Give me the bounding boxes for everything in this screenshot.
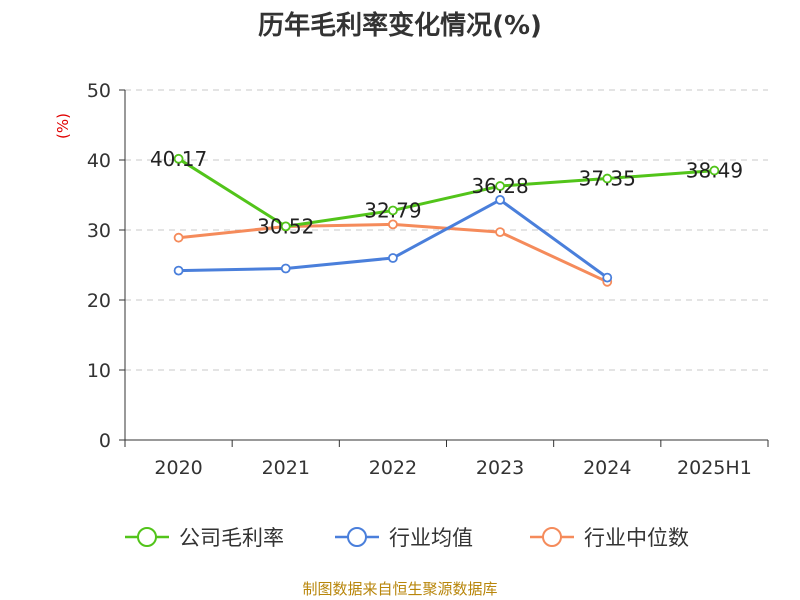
data-labels: 40.17 30.52 32.79 36.28 37.35 38.49	[150, 147, 743, 239]
legend-marker	[347, 527, 367, 547]
y-tick-label: 40	[87, 150, 111, 172]
data-point	[602, 272, 613, 283]
legend-marker	[137, 527, 157, 547]
data-point	[173, 232, 184, 243]
data-label: 36.28	[471, 174, 528, 198]
series-line	[178, 222, 608, 284]
x-tick-label: 2020	[154, 457, 202, 479]
data-label: 32.79	[364, 198, 421, 222]
data-label: 40.17	[150, 147, 207, 171]
data-point	[388, 219, 398, 230]
y-tick-label: 10	[87, 360, 111, 382]
x-tick-label: 2022	[369, 457, 417, 479]
legend-label: 行业中位数	[584, 526, 689, 550]
x-tick-label: 2021	[262, 457, 310, 479]
data-point	[173, 153, 184, 164]
legend: 公司毛利率 行业均值 行业中位数	[125, 526, 689, 550]
legend-label: 行业均值	[389, 526, 473, 550]
data-point	[388, 253, 398, 263]
data-point	[173, 265, 184, 276]
data-point	[495, 227, 505, 238]
series-line	[177, 157, 715, 228]
data-point	[280, 263, 291, 274]
legend-label: 公司毛利率	[179, 526, 284, 550]
data-point	[495, 194, 505, 205]
source-note: 制图数据来自恒生聚源数据库	[302, 580, 497, 598]
data-point	[495, 181, 505, 191]
data-point	[388, 205, 398, 216]
y-tick-label: 20	[87, 290, 111, 312]
y-tick-label: 30	[87, 220, 111, 242]
y-tick-label: 50	[87, 80, 111, 102]
data-point	[709, 165, 720, 176]
data-label: 30.52	[257, 214, 314, 238]
axes: 0 10 20 30 40 50 2020 2021 2022 2023 2024 2025H1	[87, 80, 769, 479]
chart-title: 历年毛利率变化情况(%)	[258, 10, 542, 41]
data-point	[602, 173, 613, 184]
y-tick-label: 0	[99, 430, 111, 452]
x-tick-label: 2024	[583, 457, 631, 479]
x-tick-label: 2025H1	[677, 457, 752, 479]
x-tick-label: 2023	[476, 457, 524, 479]
data-label: 37.35	[579, 167, 636, 191]
legend-marker	[542, 527, 562, 547]
y-axis-unit: (%)	[54, 113, 72, 139]
series-layer	[173, 153, 720, 287]
data-point	[280, 221, 291, 232]
data-label: 38.49	[686, 159, 743, 183]
